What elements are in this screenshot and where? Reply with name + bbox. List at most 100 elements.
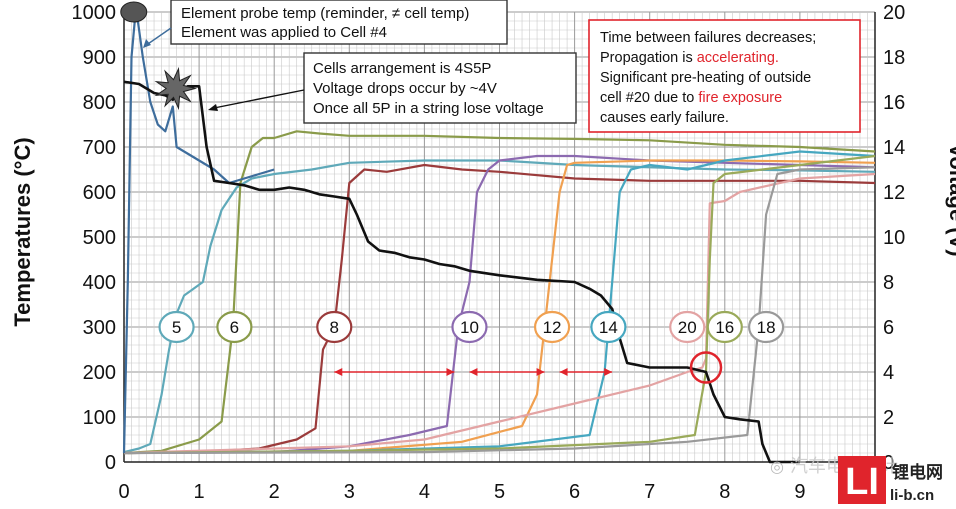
- series-label-circle: [316, 310, 353, 344]
- series-label-circle: [158, 310, 195, 344]
- annotation-line: Time between failures decreases;: [600, 30, 816, 46]
- annotation-pointer: [213, 89, 305, 109]
- series-label: 6: [230, 318, 239, 337]
- annotation-box-cells: [303, 52, 577, 124]
- annotation-box-propagation: [588, 19, 861, 133]
- watermark-site-url: li-b.cn: [890, 487, 934, 504]
- series-line-7: [123, 154, 876, 455]
- annotation-line: causes early failure.: [600, 110, 729, 126]
- watermark: ◎ 汽车电子设计 LI 锂电网 li-b.cn: [770, 456, 943, 504]
- series-label: 14: [599, 318, 618, 337]
- y-tick-label: 500: [83, 227, 116, 249]
- annotation-line: Significant pre-heating of outside: [600, 70, 811, 86]
- series-line-10: [123, 80, 800, 464]
- x-tick-label: 7: [644, 481, 655, 503]
- series-line-9: [122, 6, 275, 454]
- y-tick-label: 700: [83, 137, 116, 159]
- x-axis-ticks: 0 1 2 3 4 5 6 7 8 9: [118, 481, 805, 503]
- y2-tick-label: 14: [883, 137, 905, 159]
- series-line-8: [123, 166, 876, 455]
- y2-tick-label: 18: [883, 47, 905, 69]
- y-tick-label: 0: [105, 452, 116, 474]
- annotation-span: cell #20 due to: [600, 90, 698, 106]
- series-label-circle: [533, 310, 571, 344]
- series-label: 8: [330, 318, 339, 337]
- x-tick-label: 0: [118, 481, 129, 503]
- series-label-circle: [706, 310, 743, 344]
- y2-axis-label: Voltage (V): [945, 143, 956, 256]
- interval-arrowhead-left: [559, 368, 568, 376]
- interval-arrowhead-left: [469, 368, 478, 376]
- y2-tick-label: 0: [883, 452, 894, 474]
- interval-arrowhead-right: [604, 368, 613, 376]
- annotation-span: Propagation is: [600, 50, 697, 66]
- x-tick-label: 4: [419, 481, 430, 503]
- series-label: 16: [715, 318, 734, 337]
- y-axis-ticks: 0 100 200 300 400 500 600 700 800 900 1000: [72, 2, 117, 474]
- interval-arrowhead-right: [536, 368, 545, 376]
- annotation-text: Voltage drops occur by ~4V: [313, 80, 497, 97]
- x-tick-label: 6: [569, 481, 580, 503]
- series-label-circle: [216, 310, 253, 344]
- watermark-logo-box: [838, 456, 886, 504]
- y-tick-label: 600: [83, 182, 116, 204]
- annotation-box-element-probe: [170, 0, 508, 45]
- series-line-4: [123, 159, 876, 455]
- series-label: 12: [543, 318, 562, 337]
- x-tick-label: 2: [269, 481, 280, 503]
- annotation-text: Element was applied to Cell #4: [181, 24, 387, 41]
- y-tick-label: 800: [83, 92, 116, 114]
- x-tick-label: 3: [344, 481, 355, 503]
- series-line-3: [123, 154, 876, 455]
- annotation-line: cell #20 due to fire exposure: [600, 90, 782, 106]
- y2-tick-label: 2: [883, 407, 894, 429]
- series-line-1: [123, 130, 876, 455]
- series-labels: 5 6 8 10 12 14 20 16 18: [158, 310, 785, 344]
- annotation-span: causes early failure.: [600, 110, 729, 126]
- x-tick-label: 8: [719, 481, 730, 503]
- annotation-line: Propagation is accelerating.: [600, 50, 779, 66]
- wechat-icon: ◎: [770, 457, 784, 476]
- series-label: 10: [460, 318, 479, 337]
- annotation-text: Cells arrangement is 4S5P: [313, 60, 491, 77]
- interval-arrowhead-right: [446, 368, 455, 376]
- y-tick-label: 900: [83, 47, 116, 69]
- series-line-0: [123, 159, 876, 454]
- y-tick-label: 100: [83, 407, 116, 429]
- series-line-5: [123, 150, 876, 455]
- watermark-logo: LI: [845, 461, 879, 503]
- annotation-span: Significant pre-heating of outside: [600, 70, 811, 86]
- annotation-text: Once all 5P in a string lose voltage: [313, 100, 544, 117]
- annotations-layer: Element probe temp (reminder, ≠ cell tem…: [120, 0, 861, 384]
- annotation-arrowhead: [208, 104, 218, 111]
- annotation-span: Time between failures decreases;: [600, 30, 816, 46]
- series-label: 5: [172, 318, 181, 337]
- series-layer: [122, 6, 876, 464]
- series-label-circle: [748, 310, 785, 344]
- x-tick-label: 1: [194, 481, 205, 503]
- x-tick-label: 5: [494, 481, 505, 503]
- y2-tick-label: 16: [883, 92, 905, 114]
- y2-tick-label: 8: [883, 272, 894, 294]
- interval-arrowhead-left: [334, 368, 343, 376]
- y-tick-label: 400: [83, 272, 116, 294]
- series-line-2: [123, 163, 876, 455]
- y2-tick-label: 6: [883, 317, 894, 339]
- y2-tick-label: 10: [883, 227, 905, 249]
- annotation-arrowhead: [143, 39, 151, 48]
- y-axis-label: Temperatures (°C): [10, 137, 35, 326]
- annotation-span: fire exposure: [698, 90, 782, 106]
- y2-tick-label: 4: [883, 362, 894, 384]
- highlight-circle: [689, 351, 723, 384]
- series-label-circle: [669, 310, 706, 344]
- annotation-span: accelerating.: [697, 50, 779, 66]
- series-label-circle: [451, 310, 488, 344]
- y-tick-label: 300: [83, 317, 116, 339]
- series-label: 20: [678, 318, 697, 337]
- watermark-site-cn: 锂电网: [892, 462, 943, 483]
- y-tick-label: 200: [83, 362, 116, 384]
- y2-tick-label: 12: [883, 182, 905, 204]
- explosion-icon: [154, 66, 198, 111]
- explosion-icon-top: [120, 1, 148, 23]
